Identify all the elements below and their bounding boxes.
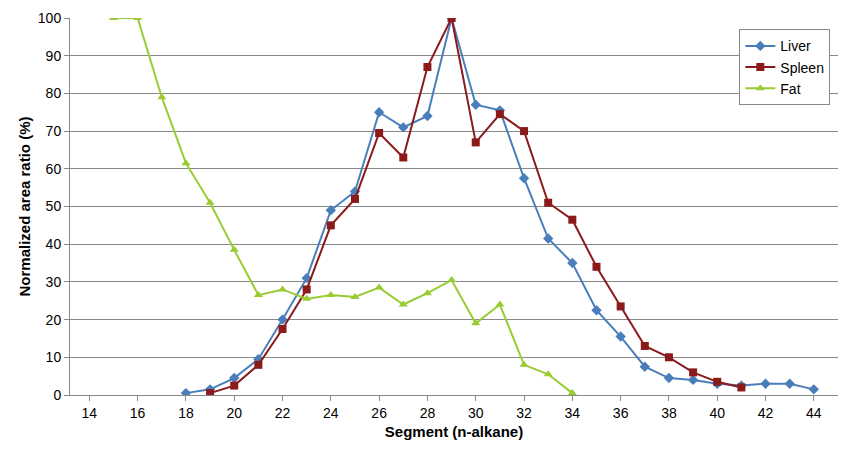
svg-text:30: 30 — [468, 405, 484, 421]
svg-text:18: 18 — [178, 405, 194, 421]
svg-text:Fat: Fat — [780, 81, 800, 97]
svg-text:10: 10 — [46, 349, 62, 365]
svg-text:16: 16 — [130, 405, 146, 421]
svg-text:30: 30 — [46, 274, 62, 290]
svg-text:80: 80 — [46, 85, 62, 101]
svg-text:40: 40 — [709, 405, 725, 421]
svg-text:Liver: Liver — [780, 38, 811, 54]
svg-text:20: 20 — [46, 312, 62, 328]
svg-text:60: 60 — [46, 161, 62, 177]
svg-text:Normalized area ratio (%): Normalized area ratio (%) — [16, 116, 33, 296]
svg-text:0: 0 — [53, 387, 61, 403]
svg-text:Spleen: Spleen — [780, 60, 824, 76]
svg-text:40: 40 — [46, 236, 62, 252]
svg-text:42: 42 — [758, 405, 774, 421]
svg-text:50: 50 — [46, 198, 62, 214]
svg-text:20: 20 — [226, 405, 242, 421]
svg-text:24: 24 — [323, 405, 339, 421]
svg-text:34: 34 — [565, 405, 581, 421]
svg-text:Segment (n-alkane): Segment (n-alkane) — [385, 423, 523, 440]
svg-text:36: 36 — [613, 405, 629, 421]
svg-text:44: 44 — [806, 405, 822, 421]
svg-text:90: 90 — [46, 48, 62, 64]
svg-text:100: 100 — [38, 10, 62, 26]
svg-text:26: 26 — [371, 405, 387, 421]
svg-text:14: 14 — [82, 405, 98, 421]
svg-text:70: 70 — [46, 123, 62, 139]
svg-text:22: 22 — [275, 405, 291, 421]
svg-text:28: 28 — [420, 405, 436, 421]
svg-text:32: 32 — [516, 405, 532, 421]
svg-text:38: 38 — [661, 405, 677, 421]
